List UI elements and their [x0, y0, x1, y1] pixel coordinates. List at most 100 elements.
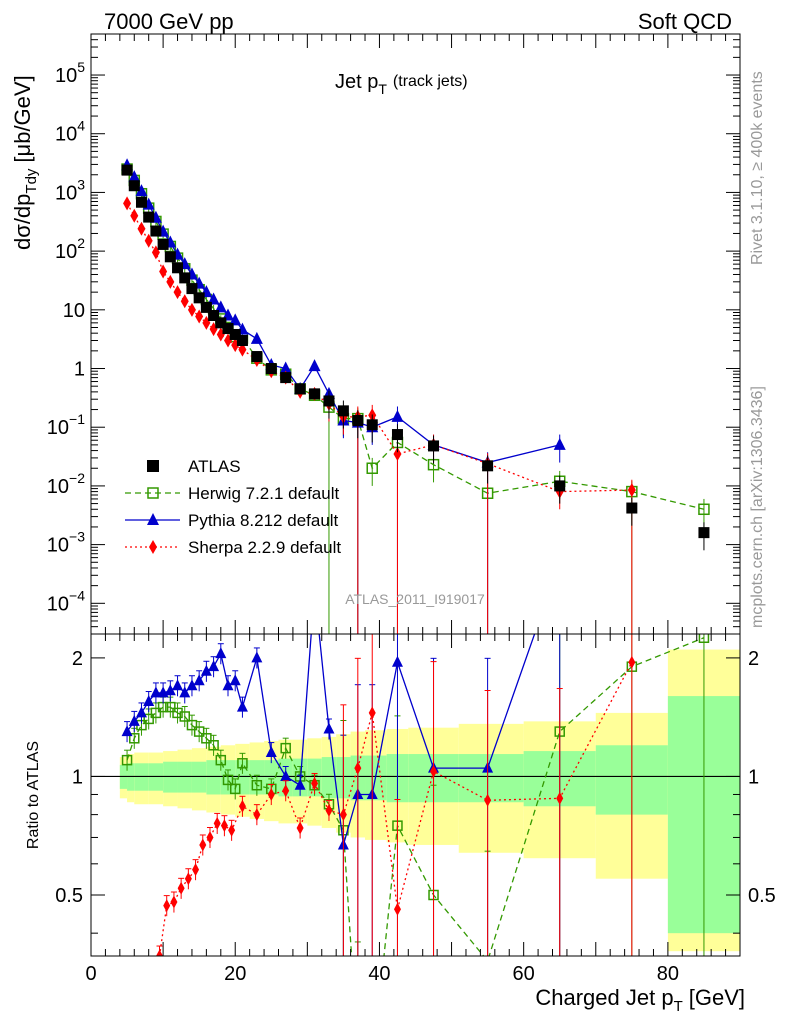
x-tick-label: 0 [85, 963, 96, 985]
data-point [323, 395, 335, 407]
series-sherpa-2-2-9-default [123, 196, 636, 634]
data-point [229, 313, 242, 326]
ratio-y-tick-label-right: 1 [748, 766, 759, 788]
y-tick-label: 10 [63, 300, 85, 322]
data-point [237, 758, 248, 769]
legend-label: Sherpa 2.2.9 default [188, 538, 341, 557]
ratio-line [158, 661, 633, 956]
data-point [698, 527, 710, 539]
data-point [121, 754, 133, 766]
ratio-y-tick-label: 2 [72, 648, 83, 670]
uncertainty-band-inner [264, 760, 279, 795]
data-point [147, 513, 159, 525]
data-point [170, 895, 178, 909]
data-point [215, 317, 227, 329]
data-point [253, 808, 261, 822]
data-point [294, 383, 306, 395]
data-point [208, 660, 220, 672]
data-point [156, 949, 164, 956]
data-point [199, 838, 207, 852]
data-point [482, 460, 494, 472]
lower-panel-content [91, 582, 740, 956]
data-point [251, 779, 263, 791]
data-point [128, 180, 140, 192]
data-point [172, 262, 184, 274]
data-point [173, 285, 182, 300]
data-point [556, 791, 564, 805]
rivet-version-label: Rivet 3.1.10, ≥ 400k events [749, 71, 766, 265]
data-point [164, 251, 176, 263]
data-point [135, 184, 148, 197]
x-tick-label: 20 [224, 963, 246, 985]
legend-entry: ATLAS [147, 457, 241, 476]
legend: ATLAS Herwig 7.2.1 default Pythia 8.212 de… [125, 457, 341, 557]
legend-entry: Sherpa 2.2.9 default [125, 538, 341, 557]
legend-label: Pythia 8.212 default [188, 511, 339, 530]
ratio-y-tick-label: 0.5 [55, 885, 83, 907]
legend-entry: Pythia 8.212 default [125, 511, 339, 530]
uncertainty-band-inner [163, 761, 178, 793]
data-point [180, 294, 189, 309]
data-point [325, 803, 333, 817]
data-point [236, 335, 248, 347]
data-point [208, 740, 219, 751]
data-point [206, 830, 214, 844]
data-point [149, 540, 157, 554]
data-point [309, 582, 320, 593]
data-point [193, 726, 205, 737]
data-point [143, 211, 155, 223]
upper-y-axis-label: dσ/dpTdy[μb/GeV] [10, 75, 40, 250]
data-point [280, 372, 292, 384]
upper-axis-ticks [90, 33, 741, 635]
data-point [200, 301, 212, 313]
mcplots-reference-label: mcplots.cern.ch [arXiv:1306.3436] [749, 386, 766, 628]
data-point [207, 292, 220, 305]
data-point [296, 821, 304, 835]
data-point [135, 706, 147, 718]
data-point [147, 460, 159, 472]
x-tick-label: 40 [368, 963, 390, 985]
data-point [177, 881, 185, 895]
y-tick-label: 10−4 [47, 587, 85, 615]
data-point [222, 679, 234, 691]
data-point [393, 902, 401, 916]
data-point [279, 361, 292, 374]
lower-axis-ticks [90, 634, 741, 956]
data-point [265, 746, 277, 758]
data-point [150, 686, 162, 698]
data-point [251, 351, 263, 363]
y-tick-label: 104 [55, 118, 85, 146]
data-point [164, 684, 176, 696]
series-atlas [121, 164, 710, 551]
data-point [208, 310, 220, 322]
data-point [627, 483, 636, 498]
data-point [220, 819, 228, 833]
data-point [144, 233, 153, 248]
data-point [554, 480, 566, 492]
data-point [484, 793, 492, 807]
data-point [368, 706, 376, 720]
uncertainty-band-inner [458, 754, 524, 803]
data-point [214, 300, 227, 313]
data-point [184, 872, 192, 886]
y-tick-label: 1 [74, 359, 85, 381]
data-point [366, 419, 378, 431]
data-point [150, 707, 162, 719]
lower-panel-frame [90, 633, 741, 957]
data-point [250, 331, 263, 344]
data-point [128, 170, 141, 183]
data-point [186, 283, 198, 295]
data-point [215, 754, 227, 766]
data-point [393, 446, 402, 461]
y-tick-label: 103 [55, 176, 85, 204]
series-pythia-8-212-default [121, 158, 566, 634]
data-point [128, 714, 140, 726]
data-point [229, 328, 241, 340]
upper-y-tick-labels: 10−4 10−3 10−2 10−1 1 10 102 103 104 105 [47, 59, 85, 615]
data-point [187, 302, 196, 317]
ratio-y-tick-label-right: 0.5 [748, 885, 776, 907]
chart-title: Jet pT (track jets) [335, 71, 468, 97]
data-point [129, 733, 140, 744]
data-point [352, 415, 364, 427]
y-tick-label: 10−3 [47, 529, 85, 557]
